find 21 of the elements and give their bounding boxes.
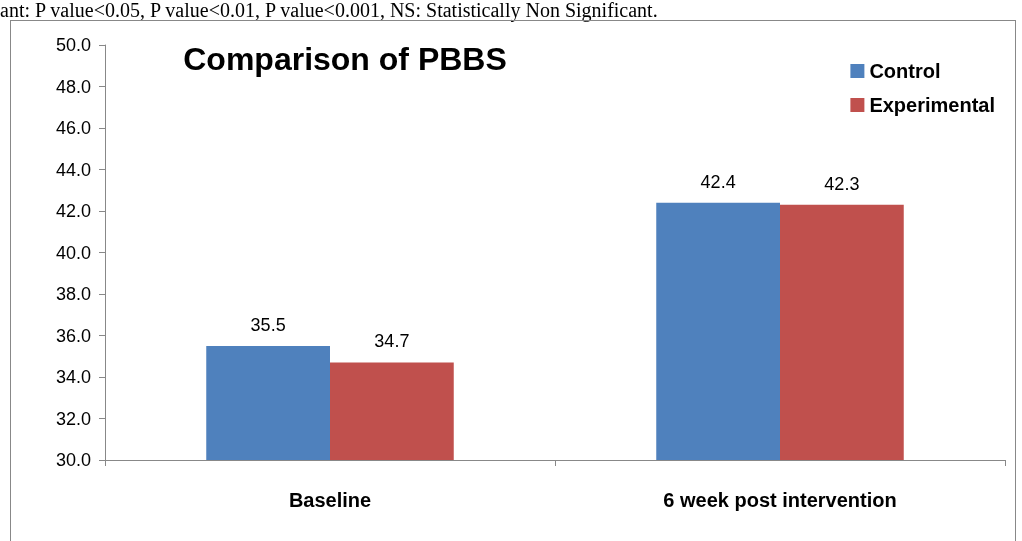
chart-title: Comparison of PBBS <box>183 41 507 77</box>
data-label: 42.4 <box>700 171 736 192</box>
text: 38.0 <box>55 284 91 304</box>
data-label: 34.7 <box>374 331 410 352</box>
x-tick-label: Baseline <box>288 489 372 511</box>
text: 50.0 <box>55 35 91 55</box>
text: 40.0 <box>55 242 91 263</box>
text: 42.0 <box>55 201 91 221</box>
text: 46.0 <box>55 118 91 138</box>
text: 34.0 <box>55 367 91 387</box>
text: 36.0 <box>55 325 91 346</box>
data-label: 42.3 <box>824 173 860 194</box>
data-label: 35.5 <box>250 314 286 335</box>
legend-label: Control <box>869 60 941 82</box>
text: 30.0 <box>55 450 91 470</box>
legend-label: Experimental <box>869 94 995 116</box>
text: 32.0 <box>55 408 91 429</box>
x-tick-label: 6 week post intervention <box>663 489 897 511</box>
text: ant: P value<0.05, P value<0.01, P value<0.001, NS: Statistically Non Significant. <box>0 0 658 21</box>
text: 48.0 <box>55 76 91 97</box>
text: 44.0 <box>55 159 91 180</box>
